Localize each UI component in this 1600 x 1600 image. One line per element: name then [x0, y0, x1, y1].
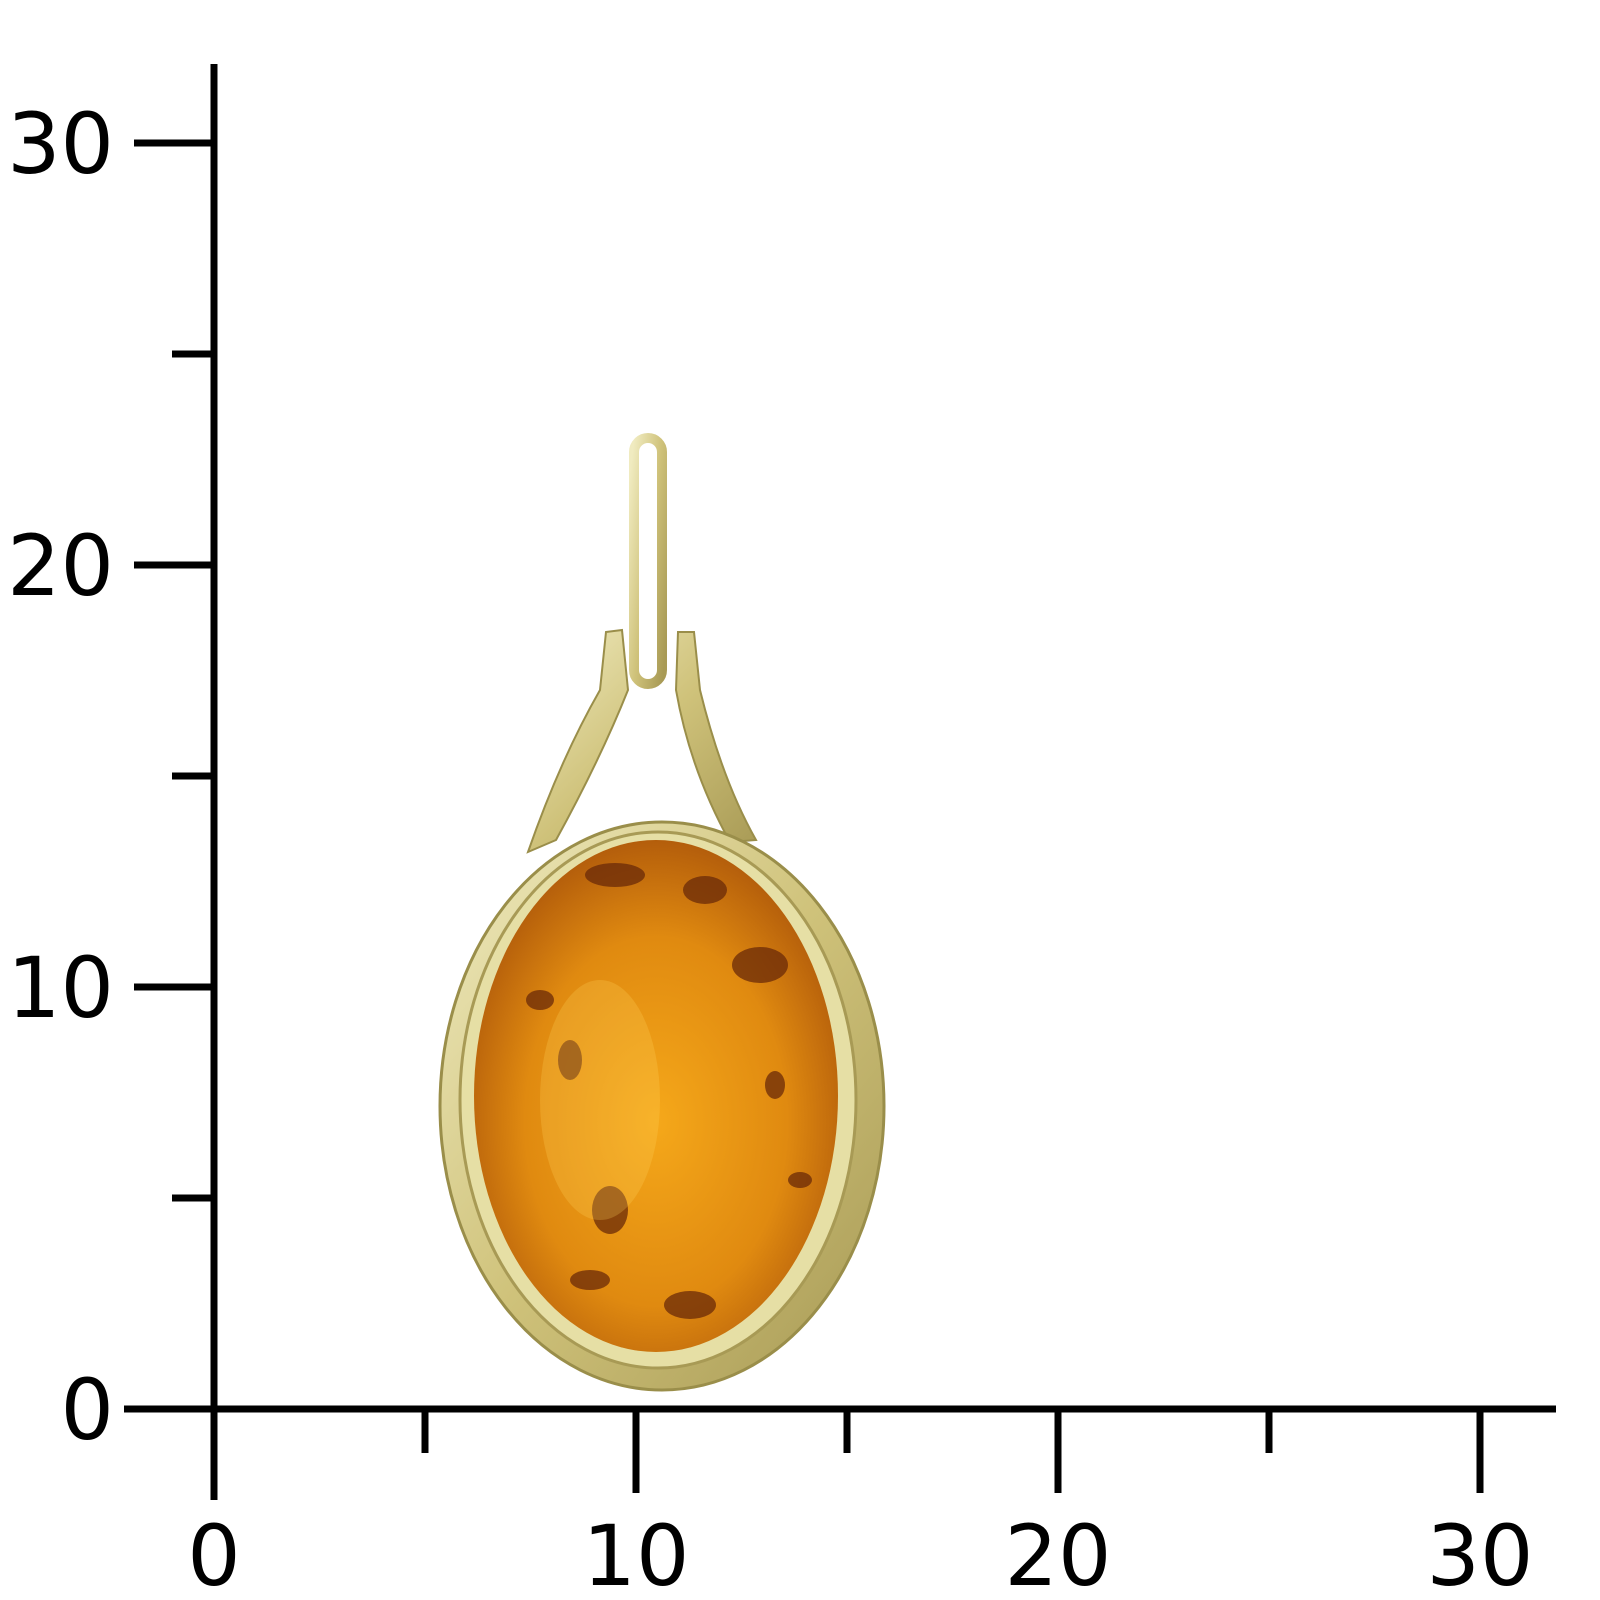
y-tick-label: 20	[7, 517, 114, 615]
x-tick-label: 0	[187, 1507, 240, 1600]
axes: 0 10 20 30 0 10 20 30	[7, 64, 1556, 1600]
amber-inclusions	[526, 863, 812, 1319]
x-tick-label: 20	[1005, 1507, 1112, 1600]
bail-arms	[526, 628, 758, 854]
amber-pendant-photo	[438, 433, 886, 1392]
x-tick-label: 30	[1427, 1507, 1534, 1600]
bail-loop	[629, 433, 667, 689]
y-tick-label: 10	[7, 939, 114, 1037]
x-tick-label: 10	[583, 1507, 690, 1600]
amber-highlight	[540, 980, 660, 1220]
y-tick-label: 30	[7, 95, 114, 193]
y-tick-label: 0	[61, 1361, 114, 1459]
